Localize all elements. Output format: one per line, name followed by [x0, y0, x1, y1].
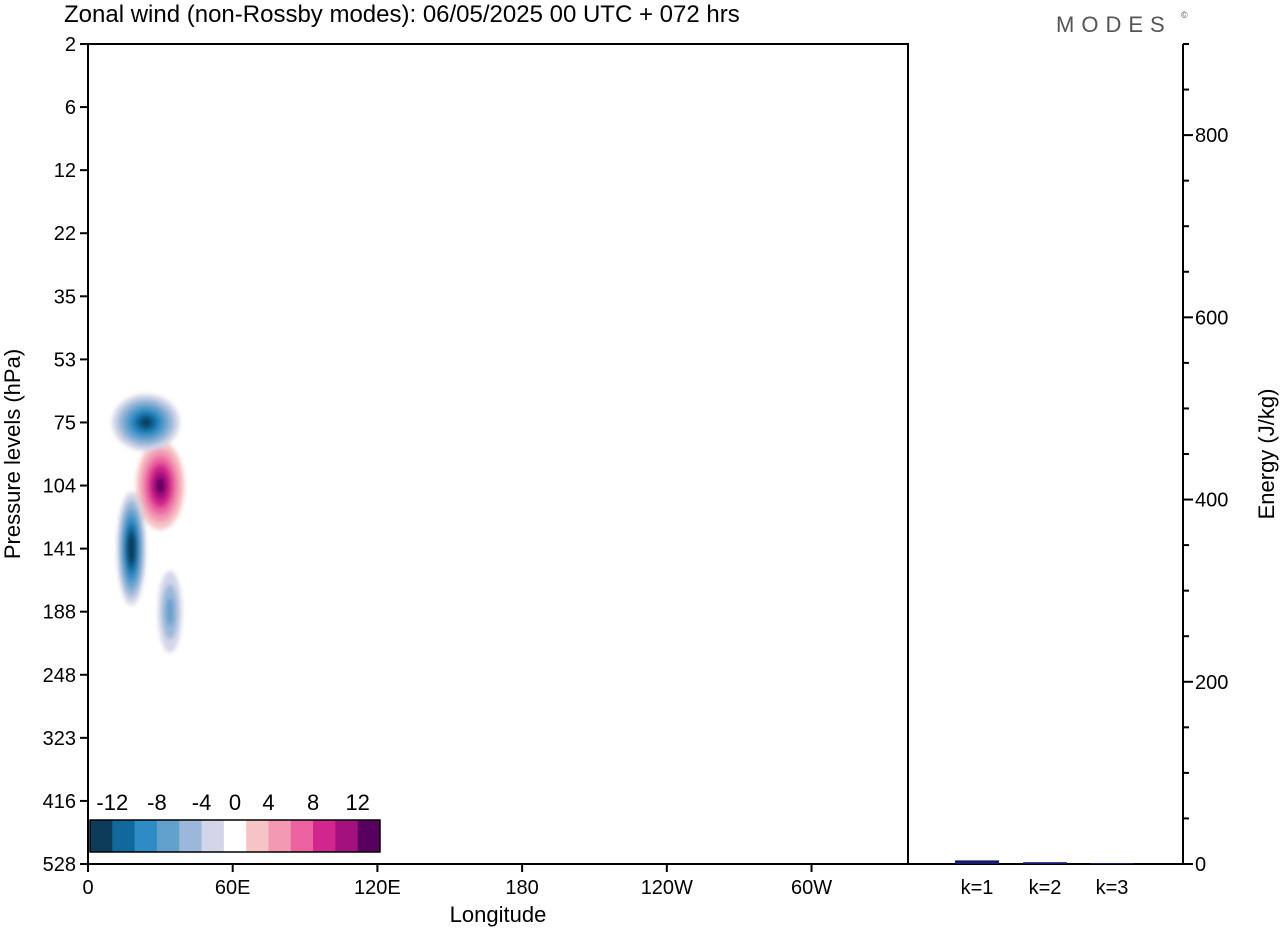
- colorbar-label: 12: [345, 790, 369, 815]
- colorbar-label: -8: [147, 790, 167, 815]
- brand-logo: MODES: [1056, 12, 1172, 37]
- y-tick-label: 104: [43, 476, 76, 498]
- y-tick-label: 75: [54, 412, 76, 434]
- energy-bar: [1090, 863, 1134, 864]
- y-tick-label: 22: [54, 223, 76, 245]
- pressure-ticks: 2 6 12 22 35 53 75 104 141 188 248 323 416 528: [43, 34, 88, 876]
- energy-tick-label: 800: [1195, 125, 1228, 147]
- colorbar-segment: [223, 820, 247, 852]
- y-tick-label: 12: [54, 160, 76, 182]
- colorbar-segment: [134, 820, 158, 852]
- colorbar-segment: [90, 820, 113, 852]
- colorbar-frame: [89, 819, 381, 853]
- x-tick-label: 120E: [354, 877, 401, 899]
- longitude-ticks: 0 60E 120E 180 120W 60W: [82, 864, 832, 899]
- colorbar-label: -12: [96, 790, 128, 815]
- wind-contour: [156, 478, 165, 493]
- wavenumber-ticks: k=1 k=2 k=3: [961, 877, 1129, 899]
- colorbar-label: 0: [229, 790, 241, 815]
- colorbar-segment: [112, 820, 136, 852]
- brand-mark: ©: [1181, 10, 1188, 20]
- colorbar-segment: [357, 820, 381, 852]
- colorbar-label: 8: [307, 790, 319, 815]
- heatmap-panel: -12 -8 -4 0 4 8 12 261222355375104141188248323…: [0, 34, 909, 927]
- wind-contour: [165, 598, 175, 626]
- energy-axis-label: Energy (J/kg): [1254, 389, 1279, 520]
- energy-tick-label: 400: [1195, 490, 1228, 512]
- y-tick-label: 248: [43, 665, 76, 687]
- y-tick-label: 6: [65, 97, 76, 119]
- y-tick-label: 2: [65, 34, 76, 56]
- colorbar-segment: [268, 820, 292, 852]
- y-axis-label: Pressure levels (hPa): [0, 349, 25, 559]
- x-tick-label: 120W: [641, 877, 693, 899]
- wind-contour: [140, 417, 152, 428]
- x-tick-label: 0: [82, 877, 93, 899]
- energy-bars: [955, 860, 1134, 864]
- energy-tick-label: 600: [1195, 307, 1228, 329]
- y-tick-label: 53: [54, 349, 76, 371]
- energy-bar: [955, 860, 999, 864]
- colorbar-segment: [201, 820, 225, 852]
- x-tick-label: 60E: [215, 877, 251, 899]
- energy-bar: [1023, 862, 1067, 864]
- y-tick-label: 35: [54, 286, 76, 308]
- colorbar-segment: [179, 820, 203, 852]
- energy-tick-label: 200: [1195, 672, 1228, 694]
- colorbar-segment: [313, 820, 336, 852]
- x-tick-label: 60W: [791, 877, 832, 899]
- y-tick-label: 188: [43, 602, 76, 624]
- heatmap-frame: [87, 43, 909, 865]
- wind-contours: [112, 394, 185, 653]
- colorbar-label: 4: [262, 790, 274, 815]
- y-tick-label: 323: [43, 728, 76, 750]
- wavenumber-label: k=1: [961, 877, 994, 899]
- energy-panel: 0 200 400 600 800 k=1 k=2 k=3 Energy (J/kg): [908, 43, 1279, 899]
- colorbar-segment: [246, 820, 269, 852]
- chart-title: Zonal wind (non-Rossby modes): 06/05/202…: [64, 1, 740, 28]
- heatmap-background: [88, 44, 908, 864]
- colorbar-segment: [156, 820, 180, 852]
- y-tick-label: 141: [43, 539, 76, 561]
- colorbar-label: -4: [192, 790, 212, 815]
- wind-contour: [129, 540, 134, 557]
- wavenumber-label: k=2: [1029, 877, 1062, 899]
- y-tick-label: 528: [43, 854, 76, 876]
- colorbar: -12 -8 -4 0 4 8 12: [89, 790, 381, 853]
- x-axis-label: Longitude: [450, 902, 547, 927]
- wavenumber-label: k=3: [1096, 877, 1129, 899]
- x-tick-label: 180: [505, 877, 538, 899]
- energy-ticks: 0 200 400 600 800: [1183, 43, 1228, 876]
- colorbar-segment: [335, 820, 359, 852]
- colorbar-segment: [290, 820, 314, 852]
- y-tick-label: 416: [43, 791, 76, 813]
- energy-tick-label: 0: [1195, 854, 1206, 876]
